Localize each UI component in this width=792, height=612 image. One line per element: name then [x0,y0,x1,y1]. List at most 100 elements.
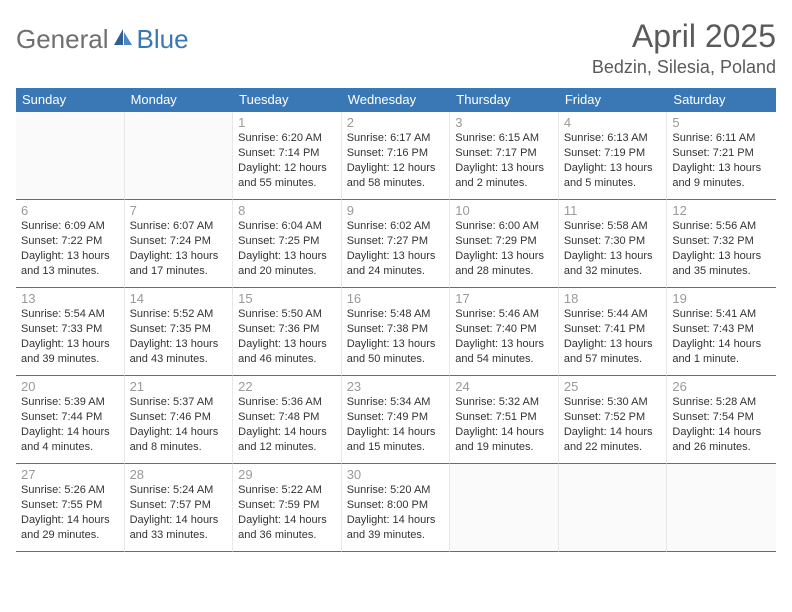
calendar-cell-empty [125,112,234,200]
day-number: 1 [238,115,336,130]
sunrise-text: Sunrise: 5:44 AM [564,307,662,322]
daylight-text: Daylight: 13 hours and 24 minutes. [347,249,445,279]
logo-text-blue: Blue [137,24,189,55]
daylight-text: Daylight: 14 hours and 26 minutes. [672,425,771,455]
daylight-text: Daylight: 14 hours and 22 minutes. [564,425,662,455]
calendar-cell: 11Sunrise: 5:58 AMSunset: 7:30 PMDayligh… [559,200,668,288]
sunrise-text: Sunrise: 5:54 AM [21,307,119,322]
sunset-text: Sunset: 7:14 PM [238,146,336,161]
sunrise-text: Sunrise: 5:28 AM [672,395,771,410]
calendar-cell: 5Sunrise: 6:11 AMSunset: 7:21 PMDaylight… [667,112,776,200]
calendar-cell: 10Sunrise: 6:00 AMSunset: 7:29 PMDayligh… [450,200,559,288]
sunset-text: Sunset: 7:40 PM [455,322,553,337]
sunset-text: Sunset: 7:35 PM [130,322,228,337]
calendar-cell: 22Sunrise: 5:36 AMSunset: 7:48 PMDayligh… [233,376,342,464]
day-number: 14 [130,291,228,306]
calendar-cell: 20Sunrise: 5:39 AMSunset: 7:44 PMDayligh… [16,376,125,464]
day-number: 17 [455,291,553,306]
calendar-cell: 4Sunrise: 6:13 AMSunset: 7:19 PMDaylight… [559,112,668,200]
weekday-header: Thursday [450,88,559,112]
sunrise-text: Sunrise: 5:24 AM [130,483,228,498]
weekday-header: Saturday [667,88,776,112]
sunrise-text: Sunrise: 5:56 AM [672,219,771,234]
sunset-text: Sunset: 7:21 PM [672,146,771,161]
calendar-cell: 7Sunrise: 6:07 AMSunset: 7:24 PMDaylight… [125,200,234,288]
calendar-cell-empty [559,464,668,552]
calendar-cell: 23Sunrise: 5:34 AMSunset: 7:49 PMDayligh… [342,376,451,464]
daylight-text: Daylight: 13 hours and 43 minutes. [130,337,228,367]
daylight-text: Daylight: 13 hours and 13 minutes. [21,249,119,279]
day-number: 10 [455,203,553,218]
day-number: 23 [347,379,445,394]
sunset-text: Sunset: 7:44 PM [21,410,119,425]
sunset-text: Sunset: 7:32 PM [672,234,771,249]
daylight-text: Daylight: 13 hours and 2 minutes. [455,161,553,191]
sunrise-text: Sunrise: 5:30 AM [564,395,662,410]
weekday-header: Tuesday [233,88,342,112]
sunset-text: Sunset: 7:48 PM [238,410,336,425]
sunrise-text: Sunrise: 6:00 AM [455,219,553,234]
sunset-text: Sunset: 7:36 PM [238,322,336,337]
day-number: 22 [238,379,336,394]
day-number: 27 [21,467,119,482]
sunset-text: Sunset: 7:16 PM [347,146,445,161]
calendar-cell: 6Sunrise: 6:09 AMSunset: 7:22 PMDaylight… [16,200,125,288]
calendar-cell: 24Sunrise: 5:32 AMSunset: 7:51 PMDayligh… [450,376,559,464]
sunset-text: Sunset: 7:46 PM [130,410,228,425]
calendar-cell: 27Sunrise: 5:26 AMSunset: 7:55 PMDayligh… [16,464,125,552]
day-number: 29 [238,467,336,482]
sunrise-text: Sunrise: 5:22 AM [238,483,336,498]
sunset-text: Sunset: 7:30 PM [564,234,662,249]
daylight-text: Daylight: 13 hours and 46 minutes. [238,337,336,367]
sunset-text: Sunset: 7:38 PM [347,322,445,337]
weekday-header: Wednesday [342,88,451,112]
day-number: 11 [564,203,662,218]
location-label: Bedzin, Silesia, Poland [592,57,776,78]
calendar-cell: 15Sunrise: 5:50 AMSunset: 7:36 PMDayligh… [233,288,342,376]
calendar-grid: 1Sunrise: 6:20 AMSunset: 7:14 PMDaylight… [16,112,776,552]
sunrise-text: Sunrise: 6:11 AM [672,131,771,146]
day-number: 30 [347,467,445,482]
day-number: 7 [130,203,228,218]
sunrise-text: Sunrise: 6:09 AM [21,219,119,234]
sunrise-text: Sunrise: 6:15 AM [455,131,553,146]
logo: General Blue [16,18,189,55]
sunset-text: Sunset: 7:29 PM [455,234,553,249]
calendar-cell: 29Sunrise: 5:22 AMSunset: 7:59 PMDayligh… [233,464,342,552]
calendar-cell: 19Sunrise: 5:41 AMSunset: 7:43 PMDayligh… [667,288,776,376]
calendar-cell-empty [16,112,125,200]
sunset-text: Sunset: 7:52 PM [564,410,662,425]
day-number: 13 [21,291,119,306]
sunset-text: Sunset: 7:49 PM [347,410,445,425]
calendar-cell: 14Sunrise: 5:52 AMSunset: 7:35 PMDayligh… [125,288,234,376]
day-number: 24 [455,379,553,394]
daylight-text: Daylight: 13 hours and 5 minutes. [564,161,662,191]
weekday-header: Monday [125,88,234,112]
sunrise-text: Sunrise: 5:46 AM [455,307,553,322]
sunrise-text: Sunrise: 5:26 AM [21,483,119,498]
day-number: 5 [672,115,771,130]
calendar-cell: 12Sunrise: 5:56 AMSunset: 7:32 PMDayligh… [667,200,776,288]
daylight-text: Daylight: 12 hours and 58 minutes. [347,161,445,191]
logo-sail-icon [112,27,134,52]
daylight-text: Daylight: 14 hours and 29 minutes. [21,513,119,543]
daylight-text: Daylight: 14 hours and 12 minutes. [238,425,336,455]
sunrise-text: Sunrise: 6:02 AM [347,219,445,234]
sunset-text: Sunset: 7:41 PM [564,322,662,337]
daylight-text: Daylight: 14 hours and 15 minutes. [347,425,445,455]
sunset-text: Sunset: 7:57 PM [130,498,228,513]
calendar-cell: 18Sunrise: 5:44 AMSunset: 7:41 PMDayligh… [559,288,668,376]
daylight-text: Daylight: 13 hours and 17 minutes. [130,249,228,279]
sunrise-text: Sunrise: 5:39 AM [21,395,119,410]
calendar-cell: 8Sunrise: 6:04 AMSunset: 7:25 PMDaylight… [233,200,342,288]
sunrise-text: Sunrise: 5:34 AM [347,395,445,410]
month-title: April 2025 [592,18,776,55]
sunrise-text: Sunrise: 5:37 AM [130,395,228,410]
sunset-text: Sunset: 7:25 PM [238,234,336,249]
day-number: 9 [347,203,445,218]
day-number: 12 [672,203,771,218]
calendar-cell-empty [667,464,776,552]
sunset-text: Sunset: 7:22 PM [21,234,119,249]
sunrise-text: Sunrise: 5:50 AM [238,307,336,322]
daylight-text: Daylight: 14 hours and 8 minutes. [130,425,228,455]
